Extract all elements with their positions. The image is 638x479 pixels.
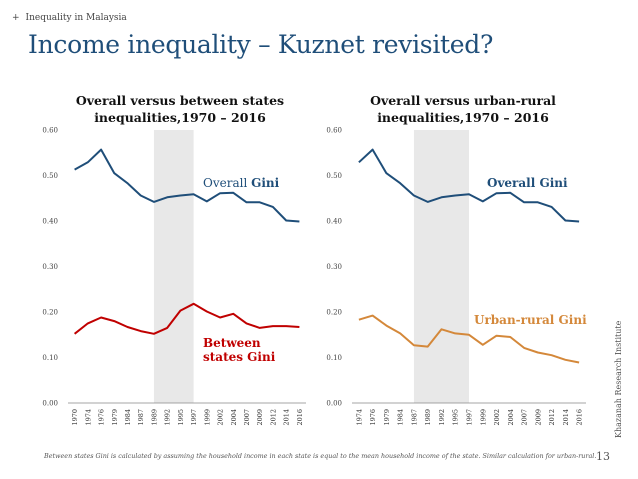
right-x-tick-label: 2016 xyxy=(576,409,584,426)
right-y-tick-label: 0.20 xyxy=(326,309,342,317)
footnote: Between states Gini is calculated by ass… xyxy=(44,452,597,460)
left-x-tick-label: 1979 xyxy=(111,409,119,426)
left-x-tick-label: 1976 xyxy=(98,409,106,426)
right-x-tick-label: 2002 xyxy=(493,409,501,426)
right-y-tick-label: 0.50 xyxy=(326,172,342,180)
right-x-tick-label: 1989 xyxy=(424,409,432,426)
left-y-tick-label: 0.00 xyxy=(42,400,58,408)
left-y-tick-label: 0.30 xyxy=(42,263,58,271)
right-chart-title: Overall versus urban-rural inequalities,… xyxy=(370,93,556,125)
left-x-tick-label: 2002 xyxy=(217,409,225,426)
left-x-tick-label: 1989 xyxy=(150,409,158,426)
right-y-tick-label: 0.30 xyxy=(326,263,342,271)
left-y-tick-label: 0.50 xyxy=(42,172,58,180)
left-overall-gini-label: Overall Gini xyxy=(203,176,280,190)
left-x-tick-label: 2014 xyxy=(283,409,291,426)
left-series-line-0 xyxy=(74,148,300,223)
right-x-tick-label: 1999 xyxy=(479,409,487,426)
section-label: Inequality in Malaysia xyxy=(25,13,127,23)
left-x-tick-label: 1970 xyxy=(71,409,79,426)
right-x-tick-label: 2014 xyxy=(562,409,570,426)
left-x-tick-label: 1984 xyxy=(124,409,132,426)
left-chart-title: Overall versus between states inequaliti… xyxy=(75,93,285,125)
right-y-tick-label: 0.00 xyxy=(326,400,342,408)
left-series-line-1 xyxy=(73,302,300,335)
right-x-tick-label: 2012 xyxy=(548,409,556,426)
left-x-tick-label: 1997 xyxy=(190,409,198,426)
left-x-tick-label: 1992 xyxy=(164,409,172,426)
left-x-tick-label: 1987 xyxy=(137,409,145,426)
right-series-line-1 xyxy=(358,314,580,364)
right-x-tick-label: 1995 xyxy=(452,409,460,426)
left-y-tick-label: 0.40 xyxy=(42,218,58,226)
urban-rural-gini-label: Urban-rural Gini xyxy=(474,313,587,327)
right-x-tick-label: 1992 xyxy=(438,409,446,426)
right-y-tick-label: 0.60 xyxy=(326,127,342,135)
right-x-tick-label: 1997 xyxy=(466,409,474,426)
right-x-tick-label: 1987 xyxy=(410,409,418,426)
right-shaded-period xyxy=(413,130,469,403)
right-y-tick-label: 0.40 xyxy=(326,218,342,226)
left-x-tick-label: 1999 xyxy=(203,409,211,426)
left-x-tick-label: 1995 xyxy=(177,409,185,426)
left-x-tick-label: 1974 xyxy=(84,409,92,426)
right-x-tick-label: 2004 xyxy=(507,409,515,426)
left-y-tick-label: 0.10 xyxy=(42,354,58,362)
left-y-tick-label: 0.60 xyxy=(42,127,58,135)
left-y-tick-label: 0.20 xyxy=(42,309,58,317)
right-x-tick-label: 1976 xyxy=(369,409,377,426)
left-x-tick-label: 2007 xyxy=(243,409,251,426)
between-states-gini-label-line1: Between xyxy=(203,336,261,350)
left-x-tick-label: 2012 xyxy=(269,409,277,426)
right-x-tick-label: 1974 xyxy=(355,409,363,426)
left-x-tick-label: 2009 xyxy=(256,409,264,426)
plus-icon: + xyxy=(12,13,20,23)
left-x-tick-label: 2016 xyxy=(296,409,304,426)
left-x-tick-label: 2004 xyxy=(230,409,238,426)
right-y-tick-label: 0.10 xyxy=(326,354,342,362)
right-x-tick-label: 2009 xyxy=(534,409,542,426)
right-x-tick-label: 1979 xyxy=(383,409,391,426)
right-series-line-0 xyxy=(358,148,580,223)
page-number: 13 xyxy=(596,450,610,463)
right-x-tick-label: 1984 xyxy=(397,409,405,426)
sidebar-brand: Khazanah Research Institute xyxy=(614,320,623,438)
section-kicker: + Inequality in Malaysia xyxy=(12,13,127,23)
right-overall-gini-label: Overall Gini xyxy=(487,176,568,190)
between-states-gini-label-line2: states Gini xyxy=(203,350,276,364)
left-shaded-period xyxy=(153,130,194,403)
page-title: Income inequality – Kuznet revisited? xyxy=(28,30,494,59)
right-x-tick-label: 2007 xyxy=(521,409,529,426)
